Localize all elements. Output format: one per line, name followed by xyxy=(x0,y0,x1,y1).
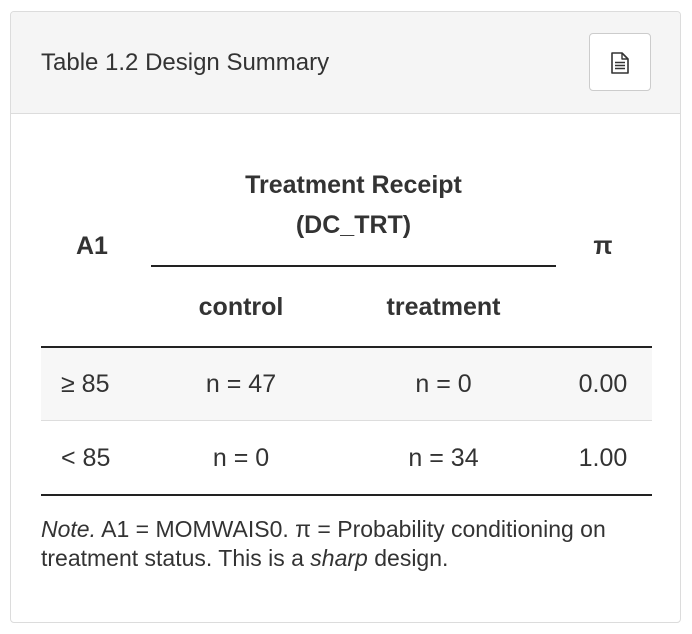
table-cell-treatment: n = 0 xyxy=(415,370,472,398)
document-button[interactable] xyxy=(589,33,651,91)
table-row-label: ≥ 85 xyxy=(61,370,110,398)
pi-header: π xyxy=(593,232,613,260)
document-icon xyxy=(611,52,629,74)
table-row-label: < 85 xyxy=(61,444,111,472)
table-bottom-rule xyxy=(41,494,652,496)
note-text: A1 = MOMWAIS0. π = Probability condition… xyxy=(41,516,606,571)
table-row-stripe xyxy=(41,348,652,420)
row-header-a1: A1 xyxy=(76,232,108,260)
header-bottom-rule xyxy=(41,346,652,348)
panel-header: Table 1.2 Design Summary xyxy=(11,12,680,114)
spanner-rule xyxy=(151,265,556,267)
note-text-end: design. xyxy=(367,545,449,571)
note-emphasis: sharp xyxy=(310,545,368,571)
note-lead: Note. xyxy=(41,516,96,542)
table-note: Note. A1 = MOMWAIS0. π = Probability con… xyxy=(41,515,666,573)
row-divider xyxy=(41,420,652,421)
table-cell-pi: 1.00 xyxy=(578,444,628,472)
table-cell-treatment: n = 34 xyxy=(408,444,479,472)
panel-title: Table 1.2 Design Summary xyxy=(41,49,330,76)
spanner-header-line2: (DC_TRT) xyxy=(295,211,412,239)
column-header-control: control xyxy=(198,293,284,321)
design-summary-panel: Table 1.2 Design Summary A1 Treatment Re… xyxy=(10,11,681,623)
table-cell-pi: 0.00 xyxy=(578,370,628,398)
column-header-treatment: treatment xyxy=(386,293,501,321)
table-cell-control: n = 0 xyxy=(212,444,270,472)
table-cell-control: n = 47 xyxy=(205,370,277,398)
spanner-header-line1: Treatment Receipt xyxy=(245,171,462,199)
